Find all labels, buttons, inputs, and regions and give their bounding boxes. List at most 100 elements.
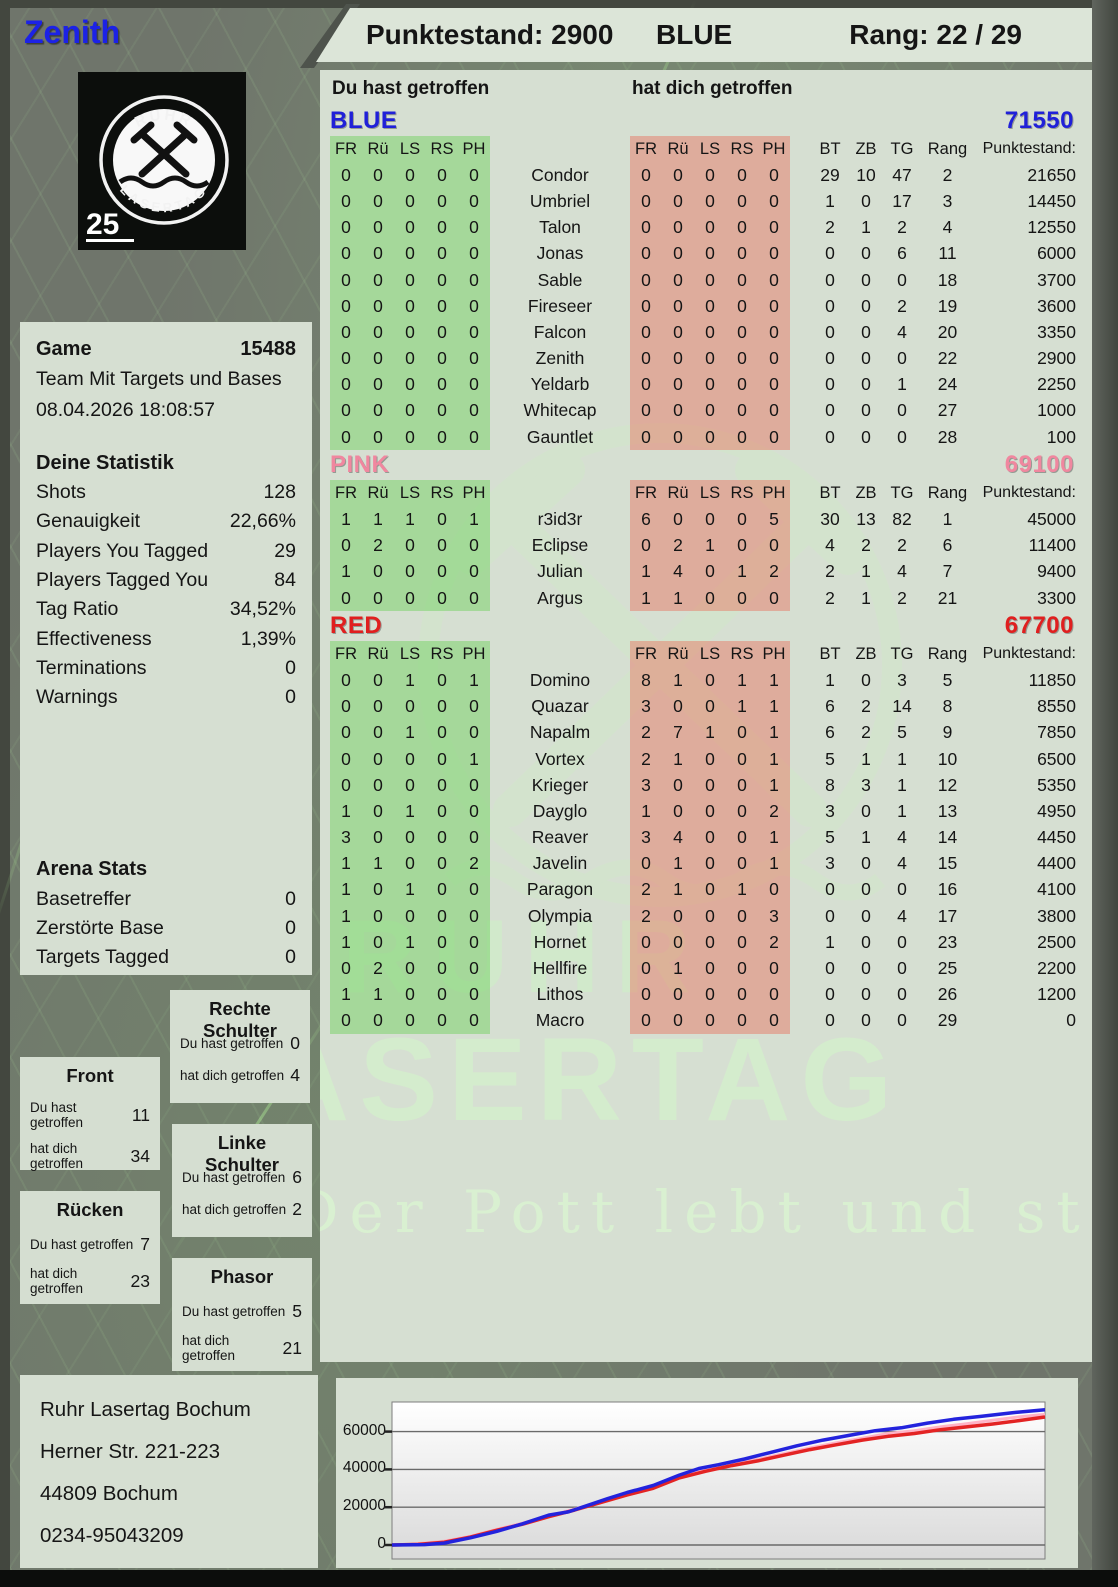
team-name: PINK [330,451,390,479]
stat-row: Genauigkeit 22,66% [36,510,296,533]
player-row-name: Umbriel [529,190,591,211]
team-tables: BLUE 71550 FR Rü LS RS PH FR Rü LS RS PH BT ZB TG Rang P… [330,106,1078,1034]
stat-row: Terminations 0 [36,656,296,679]
player-row-name: Napalm [529,722,591,743]
team-table-row: 1 0 0 0 0 Olympia 2 0 0 0 3 0 0 4 17 3800 [330,903,1078,930]
team-table-row: 0 0 0 0 0 Whitecap 0 0 0 0 0 0 0 0 27 1000 [330,397,1078,425]
player-row-name: Zenith [535,348,585,369]
player-row-name: Talon [539,217,581,238]
player-row-name: Falcon [533,321,587,342]
y-tick-label: 0 [377,1535,386,1552]
venue-address: Ruhr Lasertag Bochum Herner Str. 221-223… [20,1375,318,1568]
wave-icon [118,175,210,189]
team-name: RED [330,612,383,640]
team-table-row: 0 0 0 0 0 Falcon 0 0 0 0 0 0 0 4 20 3350 [330,319,1078,346]
player-row-name: Hornet [533,931,587,952]
player-row-name: Condor [531,164,589,185]
arena-stats-title: Arena Stats [36,857,148,880]
hitbox-linke-schulter: Linke Schulter Du hast getroffen 6 hat di… [172,1124,312,1237]
y-tick-label: 60000 [342,1421,386,1439]
player-row-name: Olympia [527,905,593,926]
hitbox-phasor: Phasor Du hast getroffen 5 hat dich getro… [172,1258,312,1371]
table-header-row: FR Rü LS RS PH FR Rü LS RS PH BT ZB TG Rang Punktestan… [330,136,1078,163]
team-table-row: 0 0 0 0 0 Sable 0 0 0 0 0 0 0 0 18 3700 [330,266,1078,294]
team-table-row: 0 0 1 0 1 Domino 8 1 0 1 1 1 0 3 5 11850 [330,667,1078,694]
team-table-row: 0 2 0 0 0 Eclipse 0 2 1 0 0 4 2 2 6 11400 [330,532,1078,559]
team-total-score: 69100 [1004,451,1074,479]
table-header-row: FR Rü LS RS PH FR Rü LS RS PH BT ZB TG Rang Punktestan… [330,480,1078,507]
team-section-header: PINK 69100 [330,450,1078,480]
game-number: 15488 [240,337,296,360]
player-row-name: Gauntlet [526,426,594,447]
player-name: Zenith [24,14,120,50]
team-section-red: RED 67700 FR Rü LS RS PH FR Rü LS RS PH BT ZB TG Rang Pu… [330,611,1078,1034]
player-row-name: Yeldarb [530,374,590,395]
stat-row: Effectiveness 1,39% [36,627,296,650]
venue-name: Ruhr Lasertag Bochum [40,1398,251,1421]
player-row-name: Macro [535,1010,585,1031]
player-row-name: Reaver [531,827,589,848]
player-row-name: Quazar [531,696,589,717]
hitbox-front: Front Du hast getroffen 11 hat dich getro… [20,1057,160,1171]
team-section-header: BLUE 71550 [330,106,1078,136]
y-tick-label: 40000 [342,1459,386,1477]
team-table-row: 0 0 1 0 0 Napalm 2 7 1 0 1 6 2 5 9 7850 [330,719,1078,746]
player-row-name: Paragon [526,879,594,900]
team-table-row: 1 0 1 0 0 Dayglo 1 0 0 0 2 3 0 1 13 4950 [330,798,1078,825]
venue-phone: 0234-95043209 [40,1524,184,1547]
ruhr-lasertag-logo-icon: RUHR LASERTAG 25 [86,95,229,242]
stat-row: Warnings 0 [36,686,296,709]
team-table-row: 1 0 1 0 0 Hornet 0 0 0 0 2 1 0 0 23 2500 [330,929,1078,956]
stats-title: Deine Statistik [36,451,174,474]
bottom-frame [0,1570,1118,1587]
team-table-row: 0 0 0 0 0 Quazar 3 0 0 1 1 6 2 14 8 8550 [330,693,1078,720]
team-table-row: 1 1 0 0 2 Javelin 0 1 0 0 1 3 0 4 15 4400 [330,850,1078,877]
player-row-name: Jonas [536,243,584,264]
game-info-box: Game 15488 Team Mit Targets und Bases 08… [20,322,312,975]
player-row-name: Argus [537,587,583,608]
team-table-row: 0 0 0 0 0 Condor 0 0 0 0 0 29 10 47 2 21650 [330,162,1078,189]
table-header-row: FR Rü LS RS PH FR Rü LS RS PH BT ZB TG Rang Punktestan… [330,641,1078,668]
stat-row: Shots 128 [36,481,296,504]
team-table-row: 3 0 0 0 0 Reaver 3 4 0 0 1 5 1 4 14 4450 [330,824,1078,851]
team-section-blue: BLUE 71550 FR Rü LS RS PH FR Rü LS RS PH BT ZB TG Rang P… [330,106,1078,451]
team-table-row: 1 1 1 0 1 r3id3r 6 0 0 0 5 30 13 82 1 45000 [330,506,1078,533]
column-them-label: hat dich getroffen [632,78,793,99]
team-total-score: 71550 [1004,107,1074,134]
player-row-name: Whitecap [523,400,597,421]
game-mode: Team Mit Targets und Bases [36,368,282,390]
player-row-name: Julian [537,561,583,582]
team-section-header: RED 67700 [330,611,1078,641]
logo-badge-25: 25 [86,208,119,241]
score-line-chart [384,1401,1046,1560]
club-logo: RUHR LASERTAG 25 [78,72,246,250]
player-row-name: Sable [537,269,583,290]
player-row-name: r3id3r [537,509,583,530]
player-row-name: Domino [529,669,591,690]
score-chart-box: 0 20000 40000 60000 [336,1378,1078,1568]
team-table-row: 0 2 0 0 0 Hellfire 0 1 0 0 0 0 0 0 25 2200 [330,955,1078,982]
stat-row: Tag Ratio 34,52% [36,598,296,621]
watermark-slogan: Der Pott lebt und strahlt [320,1178,1092,1246]
player-row-name: Eclipse [531,535,589,556]
column-you-label: Du hast getroffen [332,78,490,99]
y-tick-label: 20000 [342,1497,386,1515]
team-table-row: 0 0 0 0 0 Yeldarb 0 0 0 0 0 0 0 1 24 2250 [330,371,1078,398]
team-table-row: 0 0 0 0 0 Macro 0 0 0 0 0 0 0 0 29 0 [330,1007,1078,1034]
player-row-name: Javelin [532,853,588,874]
hitbox-rechte-schulter: Rechte Schulter Du hast getroffen 0 hat d… [170,990,310,1103]
game-label: Game [36,337,92,360]
player-row-name: Hellfire [532,958,588,979]
score-label: Punktestand: 2900 [366,19,614,50]
team-table-row: 0 0 0 0 0 Jonas 0 0 0 0 0 0 0 6 11 6000 [330,240,1078,267]
team-table-row: 1 0 1 0 0 Paragon 2 1 0 1 0 0 0 0 16 4100 [330,876,1078,904]
right-frame [1092,0,1118,1587]
team-table-row: 1 1 0 0 0 Lithos 0 0 0 0 0 0 0 0 26 1200 [330,981,1078,1008]
hitbox-ruecken: Rücken Du hast getroffen 7 hat dich getro… [20,1191,160,1304]
team-label: BLUE [656,19,733,50]
team-section-pink: PINK 69100 FR Rü LS RS PH FR Rü LS RS PH BT ZB TG Rang P… [330,450,1078,612]
venue-street: Herner Str. 221-223 [40,1440,221,1463]
team-table-row: 0 0 0 0 0 Zenith 0 0 0 0 0 0 0 0 22 2900 [330,345,1078,372]
rank-label: Rang: 22 / 29 [849,19,1022,50]
